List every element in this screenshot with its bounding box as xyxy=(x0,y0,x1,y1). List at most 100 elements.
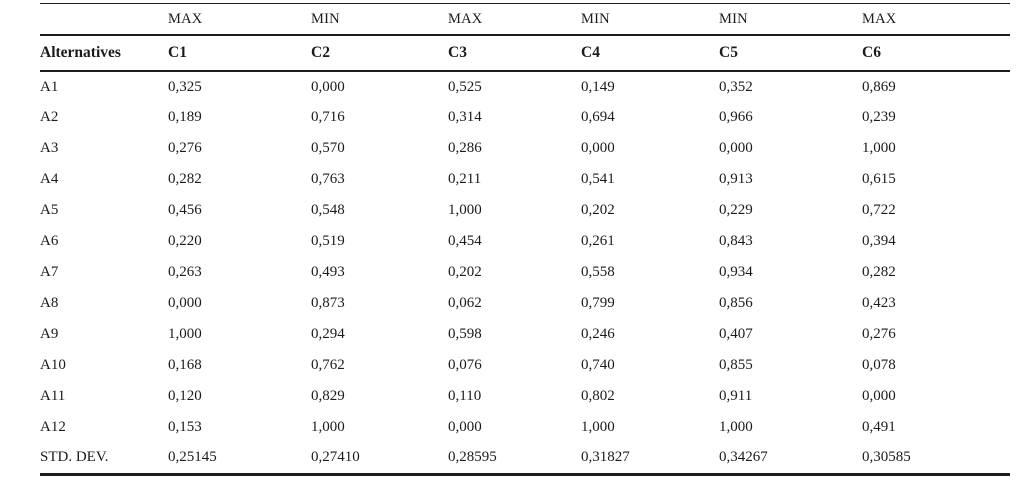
value-cell: 0,34267 xyxy=(719,449,768,466)
value-cell: 0,276 xyxy=(862,326,896,342)
value-cell: 0,261 xyxy=(581,233,615,249)
direction-c1: MAX xyxy=(168,3,311,36)
value-cell: 0,220 xyxy=(168,233,202,249)
header-c5: C5 xyxy=(719,35,862,72)
table-row: A11 0,120 0,829 0,110 0,802 0,911 0,000 xyxy=(40,381,1010,412)
value-cell: 0,189 xyxy=(168,109,202,125)
alternative-label: A5 xyxy=(40,202,59,218)
table-row: A4 0,282 0,763 0,211 0,541 0,913 0,615 xyxy=(40,164,1010,195)
table-row: A10 0,168 0,762 0,076 0,740 0,855 0,078 xyxy=(40,350,1010,381)
value-cell: 1,000 xyxy=(581,419,615,435)
value-cell: 0,911 xyxy=(719,388,753,404)
value-cell: 0,25145 xyxy=(168,449,217,466)
value-cell: 0,120 xyxy=(168,388,202,404)
header-c2: C2 xyxy=(311,35,448,72)
value-cell: 0,558 xyxy=(581,264,615,280)
alternative-label: A12 xyxy=(40,419,66,435)
decision-matrix-table: MAX MIN MAX MIN MIN MAX Alternatives C1 … xyxy=(40,3,1010,476)
value-cell: 0,456 xyxy=(168,202,202,218)
value-cell: 0,076 xyxy=(448,357,482,373)
value-cell: 0,407 xyxy=(719,326,753,342)
alternative-label: A8 xyxy=(40,295,59,311)
value-cell: 0,913 xyxy=(719,171,753,187)
value-cell: 0,110 xyxy=(448,388,482,404)
header-c1: C1 xyxy=(168,35,311,72)
value-cell: 0,541 xyxy=(581,171,615,187)
value-cell: 0,276 xyxy=(168,140,202,156)
value-cell: 0,394 xyxy=(862,233,896,249)
value-cell: 0,239 xyxy=(862,109,896,125)
value-cell: 0,211 xyxy=(448,171,482,187)
table-row: A5 0,456 0,548 1,000 0,202 0,229 0,722 xyxy=(40,195,1010,226)
value-cell: 0,28595 xyxy=(448,449,497,466)
table-row: A6 0,220 0,519 0,454 0,261 0,843 0,394 xyxy=(40,226,1010,257)
value-cell: 0,615 xyxy=(862,171,896,187)
value-cell: 1,000 xyxy=(719,419,753,435)
alternative-label: A4 xyxy=(40,171,59,187)
value-cell: 0,229 xyxy=(719,202,753,218)
value-cell: 0,078 xyxy=(862,357,896,373)
value-cell: 0,352 xyxy=(719,78,753,95)
table-row: A1 0,325 0,000 0,525 0,149 0,352 0,869 xyxy=(40,71,1010,102)
value-cell: 0,856 xyxy=(719,295,753,311)
value-cell: 0,873 xyxy=(311,295,345,311)
value-cell: 0,762 xyxy=(311,357,345,373)
header-c3: C3 xyxy=(448,35,581,72)
value-cell: 0,062 xyxy=(448,295,482,311)
value-cell: 1,000 xyxy=(168,326,202,342)
value-cell: 0,799 xyxy=(581,295,615,311)
value-cell: 1,000 xyxy=(448,202,482,218)
value-cell: 0,282 xyxy=(862,264,896,280)
table-row: STD. DEV. 0,25145 0,27410 0,28595 0,31827 0,3… xyxy=(40,443,1010,474)
alternative-label: STD. DEV. xyxy=(40,449,109,466)
value-cell: 0,570 xyxy=(311,140,345,156)
alternative-label: A6 xyxy=(40,233,59,249)
value-cell: 0,30585 xyxy=(862,449,911,466)
table-row: A12 0,153 1,000 0,000 1,000 1,000 0,491 xyxy=(40,412,1010,443)
value-cell: 0,966 xyxy=(719,109,753,125)
value-cell: 0,722 xyxy=(862,202,896,218)
alternative-label: A10 xyxy=(40,357,66,373)
alternative-label: A11 xyxy=(40,388,66,404)
direction-c4: MIN xyxy=(581,3,719,36)
value-cell: 0,802 xyxy=(581,388,615,404)
alternative-label: A2 xyxy=(40,109,59,125)
value-cell: 0,153 xyxy=(168,419,202,435)
value-cell: 0,493 xyxy=(311,264,345,280)
value-cell: 0,325 xyxy=(168,78,202,95)
alternatives-header: Alternatives xyxy=(40,35,168,72)
value-cell: 0,423 xyxy=(862,295,896,311)
alternative-label: A9 xyxy=(40,326,59,342)
value-cell: 0,202 xyxy=(448,264,482,280)
value-cell: 0,263 xyxy=(168,264,202,280)
value-cell: 0,934 xyxy=(719,264,753,280)
value-cell: 0,246 xyxy=(581,326,615,342)
value-cell: 0,598 xyxy=(448,326,482,342)
table-row: A7 0,263 0,493 0,202 0,558 0,934 0,282 xyxy=(40,257,1010,288)
table-row: A3 0,276 0,570 0,286 0,000 0,000 1,000 xyxy=(40,133,1010,164)
alternative-label: A7 xyxy=(40,264,59,280)
value-cell: 0,000 xyxy=(311,78,345,95)
value-cell: 0,740 xyxy=(581,357,615,373)
value-cell: 0,491 xyxy=(862,419,896,435)
header-c4: C4 xyxy=(581,35,719,72)
value-cell: 0,869 xyxy=(862,78,896,95)
value-cell: 1,000 xyxy=(311,419,345,435)
value-cell: 0,000 xyxy=(862,388,896,404)
table-row: A9 1,000 0,294 0,598 0,246 0,407 0,276 xyxy=(40,319,1010,350)
direction-c6: MAX xyxy=(862,3,1010,36)
value-cell: 0,843 xyxy=(719,233,753,249)
value-cell: 0,000 xyxy=(168,295,202,311)
alternative-label: A1 xyxy=(40,78,59,95)
value-cell: 0,314 xyxy=(448,109,482,125)
value-cell: 0,000 xyxy=(719,140,753,156)
criteria-header-row: Alternatives C1 C2 C3 C4 C5 C6 xyxy=(40,35,1010,72)
table-row: A8 0,000 0,873 0,062 0,799 0,856 0,423 xyxy=(40,288,1010,319)
direction-c2: MIN xyxy=(311,3,448,36)
direction-c3: MAX xyxy=(448,3,581,36)
value-cell: 0,168 xyxy=(168,357,202,373)
criteria-direction-row: MAX MIN MAX MIN MIN MAX xyxy=(40,3,1010,36)
value-cell: 1,000 xyxy=(862,140,896,156)
value-cell: 0,829 xyxy=(311,388,345,404)
